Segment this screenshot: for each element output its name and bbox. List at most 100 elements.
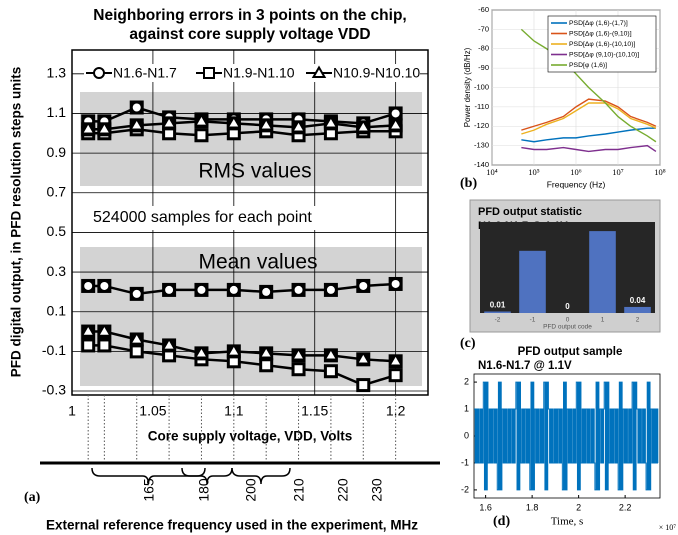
annotation: Mean values bbox=[198, 251, 317, 274]
annotation: 524000 samples for each point bbox=[93, 209, 312, 226]
x-axis-label: PFD output code bbox=[543, 324, 592, 331]
bar bbox=[589, 231, 616, 313]
marker bbox=[229, 129, 238, 138]
y-tick-label: -110 bbox=[475, 102, 489, 111]
x-tick-label: 10⁵ bbox=[528, 167, 540, 177]
marker bbox=[99, 124, 109, 133]
marker bbox=[100, 281, 109, 290]
x-tick-label: 1.8 bbox=[526, 502, 539, 512]
x-tick-label: -1 bbox=[530, 317, 536, 324]
series-line bbox=[520, 28, 657, 143]
frequency-axis-label: External reference frequency used in the… bbox=[46, 518, 418, 533]
frequency-label: 220 bbox=[335, 478, 351, 502]
legend-label: PSD[Δφ (9,10)-(10,10)] bbox=[569, 51, 639, 58]
bar bbox=[519, 250, 546, 313]
y-tick-label: 1.3 bbox=[47, 64, 67, 80]
marker bbox=[359, 281, 368, 290]
marker bbox=[391, 279, 400, 288]
marker bbox=[197, 348, 206, 357]
x-tick-label: 10⁴ bbox=[486, 167, 498, 177]
marker bbox=[326, 350, 336, 359]
marker bbox=[391, 120, 401, 129]
panel-label: (a) bbox=[24, 490, 41, 505]
x-tick-label: 10⁶ bbox=[570, 167, 582, 177]
marker bbox=[132, 335, 142, 343]
value-label: 0 bbox=[565, 302, 570, 311]
marker bbox=[262, 287, 271, 296]
y-tick-label: -130 bbox=[474, 141, 489, 150]
x-tick-label: 1.05 bbox=[139, 403, 166, 419]
y-tick-label: 2 bbox=[464, 376, 469, 386]
chart-subtitle: N1.6-N1.7 @ 1.1V bbox=[478, 360, 572, 372]
x-axis-label: Frequency (Hz) bbox=[547, 179, 606, 189]
marker bbox=[197, 285, 206, 294]
x-tick-label: 10⁸ bbox=[654, 167, 666, 177]
legend-marker bbox=[203, 67, 215, 79]
marker bbox=[261, 348, 271, 357]
marker bbox=[164, 341, 174, 349]
x-multiplier: × 10⁷ bbox=[659, 523, 677, 532]
marker bbox=[229, 357, 238, 366]
y-tick-label: 1 bbox=[464, 403, 469, 413]
y-tick-label: -120 bbox=[474, 121, 489, 130]
marker bbox=[132, 120, 142, 129]
marker bbox=[229, 346, 239, 355]
marker bbox=[165, 351, 174, 360]
x-tick-label: 1.2 bbox=[386, 403, 406, 419]
marker bbox=[294, 122, 303, 131]
x-tick-label: 1 bbox=[601, 317, 605, 324]
y-tick-label: -2 bbox=[461, 484, 469, 494]
y-tick-label: 0.1 bbox=[47, 302, 67, 318]
x-tick-label: 2 bbox=[636, 317, 640, 324]
marker bbox=[358, 354, 368, 363]
annotation: RMS values bbox=[198, 160, 311, 183]
annotation-bg bbox=[88, 206, 388, 230]
y-tick-label: -80 bbox=[478, 44, 489, 53]
legend-label: N10.9-N10.10 bbox=[333, 65, 420, 81]
chart-title: PFD output sample bbox=[518, 346, 623, 358]
marker bbox=[229, 118, 239, 127]
legend-label: N1.9-N1.10 bbox=[223, 65, 295, 81]
legend-label: N1.6-N1.7 bbox=[113, 65, 177, 81]
x-tick-label: 10⁷ bbox=[612, 167, 624, 177]
panel-label: (d) bbox=[493, 514, 510, 529]
marker bbox=[262, 361, 271, 370]
marker bbox=[83, 327, 93, 335]
legend-label: PSD[Δφ (1,6)-(9,10)] bbox=[569, 30, 632, 37]
series-line bbox=[521, 98, 657, 131]
y-axis-label: Power density (dB/Hz) bbox=[463, 47, 472, 127]
legend-marker bbox=[93, 67, 105, 79]
x-tick-label: 1.1 bbox=[224, 403, 244, 419]
bar bbox=[624, 306, 651, 313]
series-line bbox=[521, 102, 657, 135]
marker bbox=[261, 120, 271, 129]
y-tick-label: -0.3 bbox=[42, 382, 66, 398]
marker bbox=[99, 327, 109, 335]
y-tick-label: -90 bbox=[478, 63, 489, 72]
x-tick-label: 2 bbox=[576, 502, 581, 512]
marker bbox=[100, 341, 109, 350]
legend-label: PSD[φ (1,6)] bbox=[569, 62, 607, 69]
y-tick-label: -100 bbox=[474, 82, 489, 91]
y-tick-label: -70 bbox=[478, 24, 489, 33]
value-label: 0.04 bbox=[630, 296, 646, 305]
value-label: 0.01 bbox=[490, 301, 506, 310]
marker bbox=[326, 129, 335, 138]
y-tick-label: -60 bbox=[478, 5, 489, 14]
x-tick-label: 1 bbox=[68, 403, 76, 419]
frequency-label: 200 bbox=[243, 478, 259, 502]
y-tick-label: 1.1 bbox=[47, 104, 67, 120]
x-tick-label: 0 bbox=[566, 317, 570, 324]
legend bbox=[84, 64, 420, 82]
marker bbox=[391, 109, 400, 118]
y-tick-label: -1 bbox=[461, 457, 469, 467]
series-line bbox=[474, 381, 659, 491]
marker bbox=[391, 356, 401, 365]
brace bbox=[231, 467, 291, 485]
marker bbox=[132, 347, 141, 356]
marker bbox=[197, 131, 206, 140]
panel-label: (b) bbox=[460, 176, 477, 191]
y-axis-label: PFD digital output, in PFD resolution st… bbox=[9, 67, 24, 378]
